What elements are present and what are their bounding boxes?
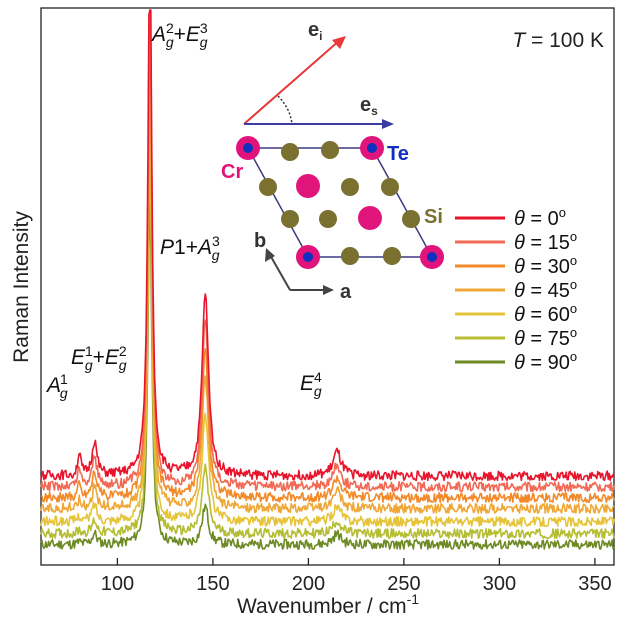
si-atom	[281, 210, 299, 228]
e-scattered-arrowhead	[382, 119, 394, 129]
cr-label: Cr	[221, 161, 243, 183]
te-atom	[427, 252, 437, 262]
x-tick-label: 200	[292, 573, 325, 595]
series-line-theta-90	[40, 195, 615, 550]
axis-a-arrowhead	[323, 285, 334, 295]
si-atom	[281, 143, 299, 161]
axis-b-label: b	[254, 230, 266, 252]
cr-atom	[358, 206, 382, 230]
te-label: Te	[387, 143, 409, 165]
series-line-theta-75	[40, 155, 615, 539]
series-line-theta-15	[40, 9, 615, 492]
x-tick-label: 100	[101, 573, 134, 595]
legend-label-theta-0: θ = 0o	[514, 205, 566, 230]
x-axis-ticks: 100 150 200 250 300 350	[101, 558, 612, 595]
legend-label-theta-90: θ = 90o	[514, 349, 577, 374]
legend-label-theta-30: θ = 30o	[514, 253, 577, 278]
si-atom	[402, 210, 420, 228]
x-axis-label-exponent: -1	[407, 591, 420, 607]
e-scattered-label: es	[360, 94, 378, 118]
legend-label-theta-60: θ = 60o	[514, 301, 577, 326]
x-tick-label: 300	[483, 573, 516, 595]
te-atom	[303, 252, 313, 262]
x-tick-label: 250	[387, 573, 420, 595]
si-label: Si	[424, 206, 443, 228]
e-incident-arrow	[243, 39, 341, 125]
si-atom	[383, 247, 401, 265]
legend-label-theta-75: θ = 75o	[514, 325, 577, 350]
e-incident-arrowhead	[332, 36, 346, 49]
si-atom	[321, 141, 339, 159]
temperature-value: = 100 K	[525, 29, 604, 52]
e-incident-label: ei	[308, 19, 322, 43]
temperature-label: T = 100 K	[512, 29, 604, 52]
inset-diagram: ei es	[221, 19, 444, 303]
x-axis-label-text: Wavenumber / cm	[237, 595, 407, 618]
peak-label-eg4: E4 g	[300, 369, 322, 399]
peak-label-ag1: A1 g	[45, 371, 68, 401]
peak-label-p1-ag3: P1+A3 g	[160, 233, 220, 263]
y-axis-label: Raman Intensity	[10, 211, 33, 363]
si-atom	[319, 210, 337, 228]
x-tick-label: 150	[196, 573, 229, 595]
series-line-theta-30	[40, 13, 615, 503]
cr-atom	[296, 174, 320, 198]
axis-a-label: a	[340, 281, 352, 303]
te-atoms	[243, 143, 437, 262]
legend-label-theta-15: θ = 15o	[514, 229, 577, 254]
cr-atoms	[236, 136, 444, 269]
x-axis-label: Wavenumber / cm-1	[237, 591, 419, 618]
legend-label-theta-45: θ = 45o	[514, 277, 577, 302]
axis-b-arrowhead	[265, 248, 275, 262]
plot-frame	[40, 7, 615, 566]
temperature-symbol: T	[512, 29, 527, 52]
te-atom	[367, 143, 377, 153]
si-atom	[381, 178, 399, 196]
peak-label-ag2-eg3: A2 g+E3 g	[150, 20, 208, 50]
x-tick-label: 350	[578, 573, 611, 595]
peak-label-eg1-eg2: E1 g+E2 g	[71, 343, 127, 373]
si-atom	[341, 247, 359, 265]
si-atom	[341, 178, 359, 196]
series-line-theta-60	[40, 109, 615, 527]
si-atom	[259, 178, 277, 196]
angle-arc	[277, 95, 293, 125]
series-line-theta-0	[40, 9, 615, 482]
axis-b-line	[269, 254, 291, 291]
series-line-theta-45	[40, 65, 615, 514]
series-layer	[40, 9, 615, 550]
si-atoms	[259, 141, 420, 265]
te-atom	[243, 143, 253, 153]
